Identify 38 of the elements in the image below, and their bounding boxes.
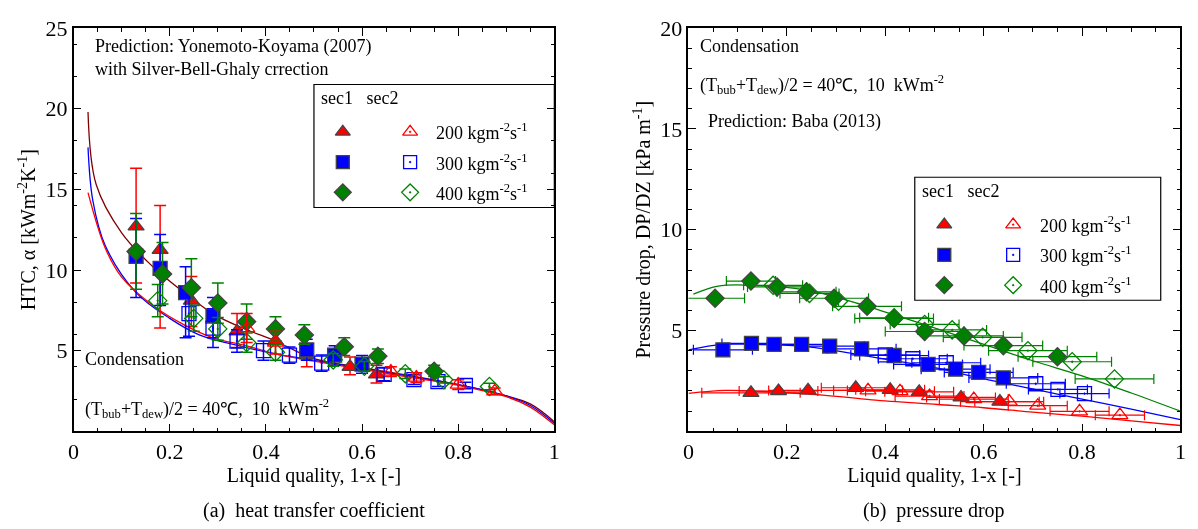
legend-label: 200 kgm$^{-2}$s$^{-1}$: [436, 120, 528, 143]
x-tick-label: 0.4: [252, 439, 280, 465]
legend-label: 200 kgm$^{-2}$s$^{-1}$: [1040, 213, 1132, 236]
x-tick-label: 0.8: [444, 439, 472, 465]
annotation: Prediction: Baba (2013): [708, 111, 881, 132]
y-tick-label: 10: [45, 257, 68, 283]
y-tick-label: 25: [45, 15, 68, 41]
legend-label: 300 kgm$^{-2}$s$^{-1}$: [436, 151, 528, 174]
legend-label: 300 kgm$^{-2}$s$^{-1}$: [1040, 243, 1132, 266]
x-tick-label: 0: [68, 439, 80, 465]
x-tick-label: 1: [548, 439, 560, 465]
annotation: Condensation: [85, 349, 184, 369]
text: (b) pressure drop: [863, 499, 1005, 522]
x-tick-label: 0.4: [871, 439, 900, 465]
y-tick-label: 15: [660, 116, 683, 142]
y-tick-label: 5: [671, 318, 683, 344]
x-tick-label: 0.2: [155, 439, 184, 465]
legend-label: 400 kgm$^{-2}$s$^{-1}$: [436, 181, 528, 204]
x-axis-title: Liquid quality, 1-x [-]: [226, 464, 402, 488]
legend-label: 400 kgm$^{-2}$s$^{-1}$: [1040, 274, 1132, 297]
annotation: (T$_{bub}$+T$_{dew}$)/2 = 40℃, 10 kWm$^{-2}$: [700, 72, 945, 98]
text: (a) heat transfer coefficient: [203, 499, 426, 522]
x-tick-label: 1: [1174, 439, 1186, 465]
x-tick-label: 0.8: [1068, 439, 1096, 465]
annotation: Condensation: [700, 36, 799, 56]
x-tick-label: 0.6: [348, 439, 376, 465]
annotation: (T$_{bub}$+T$_{dew}$)/2 = 40℃, 10 kWm$^{-2}$: [85, 396, 330, 422]
legend-title: sec1 sec2: [922, 181, 1000, 201]
y-tick-label: 20: [45, 96, 68, 122]
y-tick-label: 20: [660, 15, 683, 41]
x-tick-label: 0.6: [969, 439, 998, 465]
y-tick-label: 10: [660, 217, 683, 243]
x-tick-label: 0: [682, 439, 694, 465]
y-tick-label: 5: [56, 338, 68, 364]
legend-title: sec1 sec2: [321, 88, 399, 108]
x-axis-title: Liquid quality, 1-x [-]: [847, 464, 1022, 488]
y-tick-label: 15: [45, 177, 68, 203]
x-tick-label: 0.2: [773, 439, 801, 465]
